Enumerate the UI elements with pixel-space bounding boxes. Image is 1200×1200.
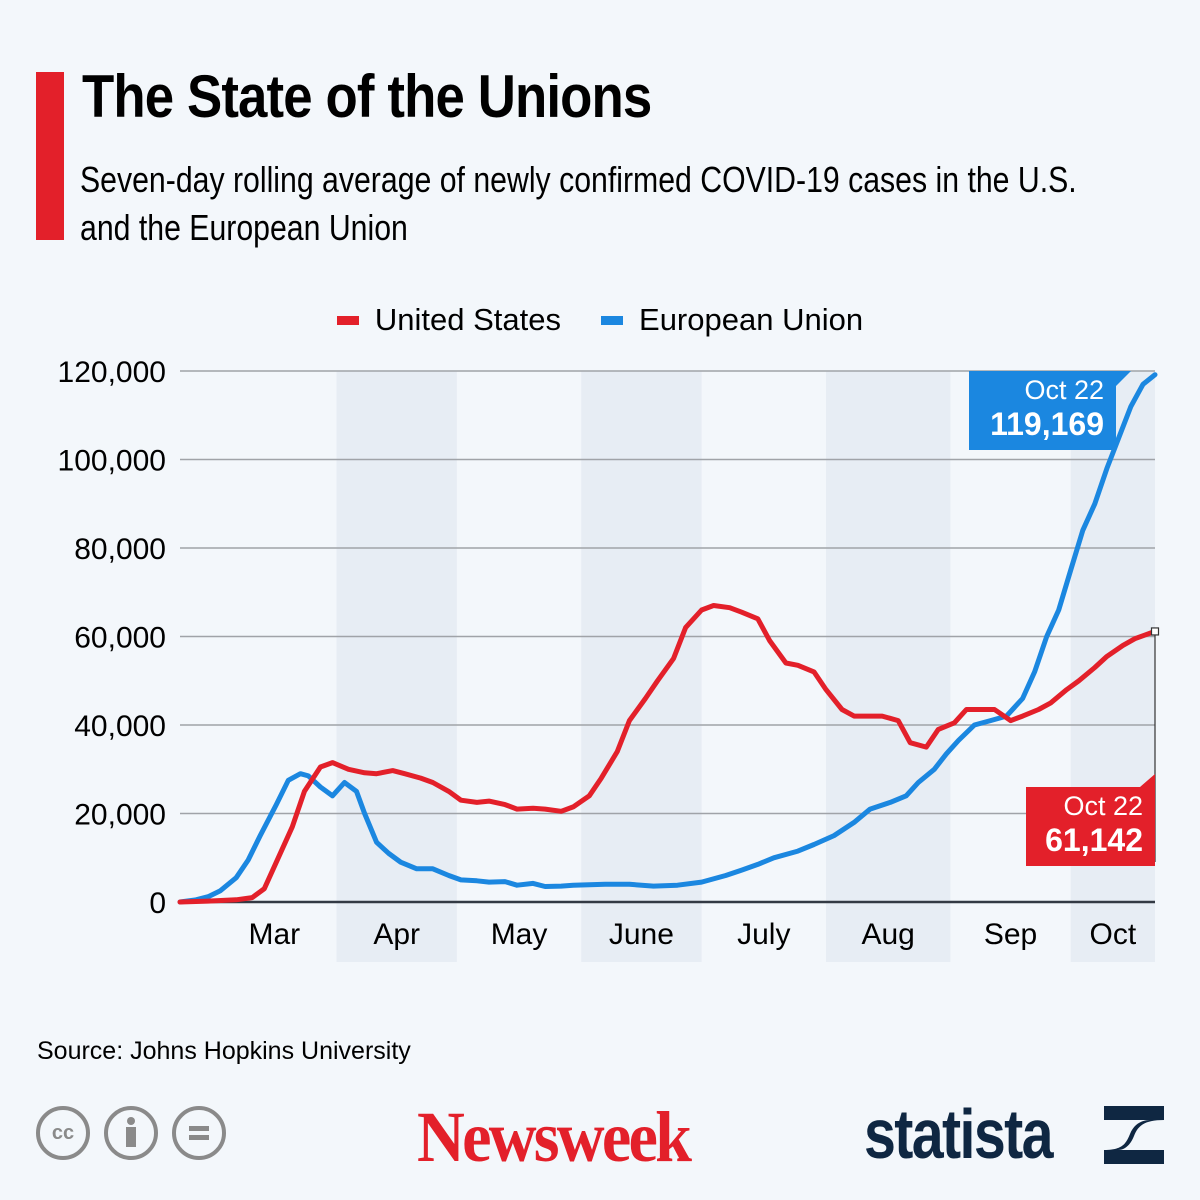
y-tick-label: 40,000 bbox=[74, 710, 166, 743]
month-band-aug bbox=[825, 371, 951, 962]
y-tick-label: 60,000 bbox=[74, 622, 166, 655]
legend-swatch-united-states bbox=[336, 315, 359, 325]
x-tick-label: Apr bbox=[373, 918, 420, 951]
source-note: Source: Johns Hopkins University bbox=[37, 1037, 411, 1065]
legend-item-european-union[interactable]: European Union bbox=[601, 302, 863, 338]
y-axis-ticks: 0 20,000 40,000 60,000 80,000 100,000 120,000 bbox=[58, 356, 166, 920]
series-line-united-states bbox=[177, 603, 1158, 905]
x-axis-labels: Mar Apr May June July Aug Sep Oct bbox=[248, 918, 1136, 951]
y-tick-label: 0 bbox=[149, 887, 166, 920]
title-accent-bar bbox=[36, 72, 64, 240]
license-icons: cc bbox=[36, 1106, 226, 1160]
x-tick-label: Mar bbox=[248, 918, 300, 951]
x-tick-label: June bbox=[609, 918, 674, 951]
y-tick-label: 100,000 bbox=[58, 445, 166, 478]
legend: United States European Union bbox=[0, 302, 1200, 338]
statista-logo-icon bbox=[1104, 1106, 1164, 1164]
no-derivatives-icon[interactable] bbox=[172, 1106, 226, 1160]
us-annotation-date: Oct 22 bbox=[1063, 791, 1143, 821]
x-tick-label: Oct bbox=[1090, 918, 1137, 951]
series-line-european-union bbox=[177, 372, 1158, 905]
x-tick-label: Aug bbox=[861, 918, 914, 951]
month-band-apr bbox=[336, 371, 457, 962]
y-tick-label: 120,000 bbox=[58, 356, 166, 389]
series-lines bbox=[177, 372, 1160, 905]
x-tick-label: Sep bbox=[984, 918, 1037, 951]
us-endpoint-marker bbox=[1150, 627, 1160, 636]
chart-title: The State of the Unions bbox=[82, 63, 652, 130]
eu-annotation-date: Oct 22 bbox=[1024, 375, 1104, 405]
equals-icon bbox=[189, 1126, 209, 1140]
x-tick-label: May bbox=[491, 918, 548, 951]
chart-subtitle: Seven-day rolling average of newly confi… bbox=[80, 159, 1077, 248]
month-band-june bbox=[581, 371, 702, 962]
statista-logo[interactable]: statista bbox=[864, 1095, 1054, 1173]
us-annotation-value: 61,142 bbox=[1045, 822, 1143, 858]
legend-swatch-european-union bbox=[601, 315, 624, 325]
us-annotation-box bbox=[1026, 774, 1155, 866]
person-icon bbox=[126, 1117, 136, 1147]
x-tick-label: July bbox=[737, 918, 790, 951]
eu-annotation-value: 119,169 bbox=[990, 406, 1104, 442]
y-tick-label: 80,000 bbox=[74, 533, 166, 566]
cc-icon[interactable]: cc bbox=[36, 1106, 90, 1160]
y-tick-label: 20,000 bbox=[74, 799, 166, 832]
line-chart: 020,00040,00060,00080,000100,000120,000 … bbox=[58, 356, 1160, 962]
legend-item-united-states[interactable]: United States bbox=[336, 302, 562, 338]
legend-label-united-states: United States bbox=[374, 302, 562, 337]
cc-icon-glyph: cc bbox=[51, 1121, 75, 1144]
eu-annotation-box bbox=[969, 371, 1131, 450]
legend-label-european-union: European Union bbox=[639, 302, 864, 337]
newsweek-logo[interactable]: Newsweek bbox=[417, 1097, 692, 1177]
attribution-icon[interactable] bbox=[104, 1106, 158, 1160]
